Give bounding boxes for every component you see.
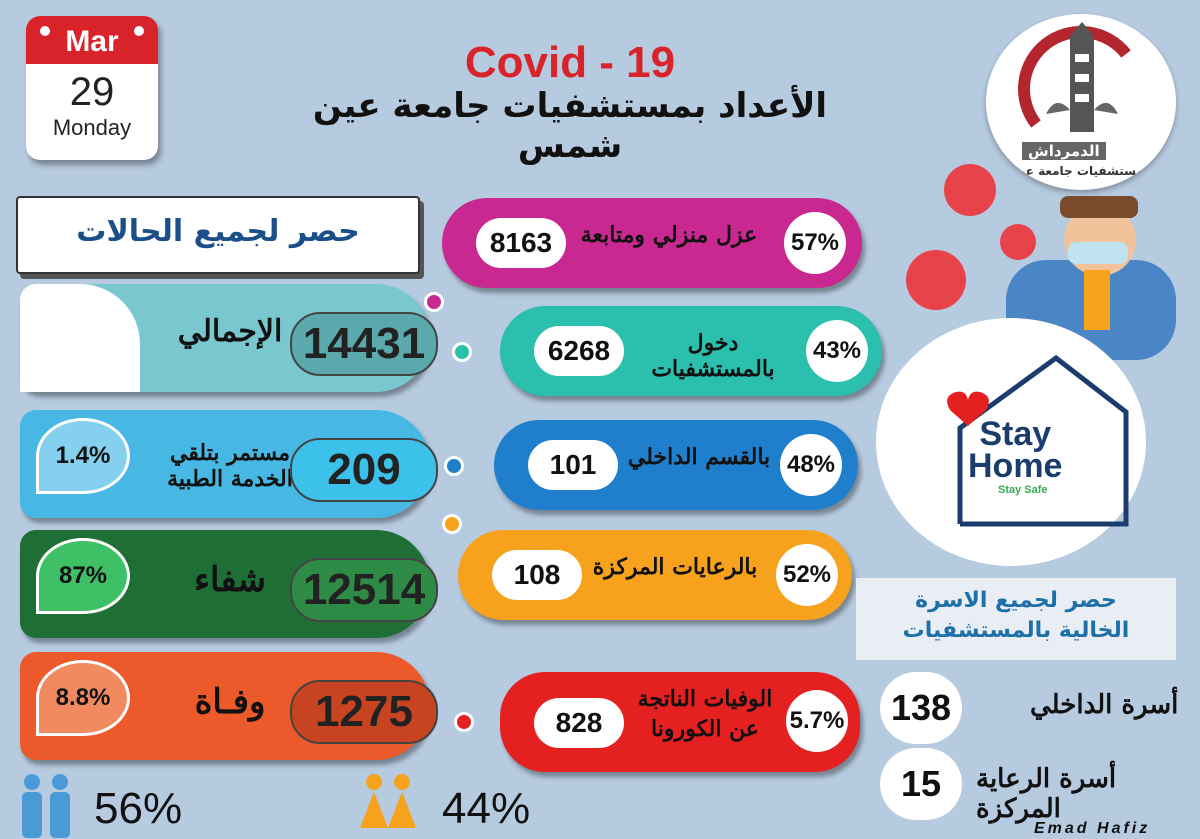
ongoing-value: 209: [290, 438, 438, 502]
virus-icon: [1000, 224, 1036, 260]
author-signature: Emad Hafiz: [1034, 820, 1151, 837]
stay-home-card: Stay Home Stay Safe: [876, 318, 1146, 566]
male-icon: [22, 774, 70, 838]
calendar: Mar 29 Monday: [26, 16, 158, 160]
female-icon: [360, 774, 416, 828]
deaths-pct: 8.8%: [36, 660, 130, 736]
deaths-value: 1275: [290, 680, 438, 744]
all-cases-label: حصر لجميع الحالات: [16, 196, 420, 274]
icu-label: بالرعايات المركزة: [592, 554, 758, 580]
calendar-weekday: Monday: [52, 115, 132, 140]
icu-beds-label: أسرة الرعاية المركزة: [976, 764, 1117, 824]
logo-subtext: مستشفيات جامعة عين شمس: [1010, 164, 1144, 190]
ongoing-pct: 1.4%: [36, 418, 130, 494]
covid-deaths-pill: 828 الوفيات الناتجة عن الكورونا 5.7%: [500, 672, 860, 772]
total-value: 14431: [290, 312, 438, 376]
connector-dot: [444, 456, 464, 476]
stay-safe-text: Stay Safe: [998, 484, 1048, 496]
home-isolation-pill: 8163 عزل منزلي ومتابعة 57%: [442, 198, 862, 288]
covid-deaths-count: 828: [534, 698, 624, 748]
ongoing-bar: 1.4% مستمر بتلقي الخدمة الطبية 209: [20, 410, 438, 518]
icu-beds-value: 15: [880, 748, 962, 820]
ring-icon: [134, 26, 144, 36]
page-title: Covid - 19: [464, 38, 676, 87]
total-bar: الإجمالي 14431: [20, 284, 438, 392]
ongoing-label: مستمر بتلقي الخدمة الطبية: [167, 440, 293, 492]
connector-dot: [454, 712, 474, 732]
family-beds-line1: حصر لجميع الاسرة: [915, 588, 1117, 613]
icu-count: 108: [492, 550, 582, 600]
virus-icon: [906, 250, 966, 310]
logo-emblem-icon: [1018, 22, 1131, 132]
stay-text: Stay: [979, 415, 1052, 453]
family-beds-header: حصر لجميع الاسرة الخالية بالمستشفيات: [856, 578, 1176, 660]
house-icon: [947, 354, 1129, 527]
covid-deaths-label: الوفيات الناتجة عن الكورونا: [637, 686, 773, 742]
home-isolation-count: 8163: [476, 218, 566, 268]
icu-pill: 108 بالرعايات المركزة 52%: [458, 530, 852, 620]
icu-pct: 52%: [776, 544, 838, 606]
internal-ward-pill: 101 بالقسم الداخلي 48%: [494, 420, 858, 510]
deaths-label: وفـاة: [194, 682, 266, 722]
internal-beds-label: أسرة الداخلي: [1030, 690, 1179, 720]
family-beds-line2: الخالية بالمستشفيات: [902, 618, 1130, 643]
ring-icon: [40, 26, 50, 36]
covid-deaths-pct: 5.7%: [786, 690, 848, 752]
connector-dot: [452, 342, 472, 362]
logo-text: الدمرداش: [1022, 142, 1106, 160]
male-percentage: 56%: [94, 784, 183, 833]
page-subtitle: الأعداد بمستشفيات جامعة عين شمس: [312, 86, 828, 166]
hospital-logo: الدمرداش مستشفيات جامعة عين شمس: [986, 14, 1176, 190]
hospital-admission-pct: 43%: [806, 320, 868, 382]
internal-ward-pct: 48%: [780, 434, 842, 496]
hospital-admission-count: 6268: [534, 326, 624, 376]
recovered-bar: 87% شفاء 12514: [20, 530, 438, 638]
internal-ward-count: 101: [528, 440, 618, 490]
home-text: Home: [968, 447, 1063, 485]
total-label: الإجمالي: [177, 314, 283, 349]
hospital-admission-label: دخول بالمستشفيات: [651, 330, 775, 382]
home-isolation-pct: 57%: [784, 212, 846, 274]
connector-dot: [424, 292, 444, 312]
female-percentage: 44%: [442, 784, 531, 833]
deaths-bar: 8.8% وفـاة 1275: [20, 652, 438, 760]
internal-beds-value: 138: [880, 672, 962, 744]
recovered-pct: 87%: [36, 538, 130, 614]
hospital-admission-pill: 6268 دخول بالمستشفيات 43%: [500, 306, 882, 396]
connector-dot: [442, 514, 462, 534]
home-isolation-label: عزل منزلي ومتابعة: [580, 222, 758, 248]
internal-ward-label: بالقسم الداخلي: [627, 444, 771, 470]
recovered-label: شفاء: [193, 560, 267, 600]
calendar-month: Mar: [26, 16, 158, 64]
recovered-value: 12514: [290, 558, 438, 622]
calendar-day: 29: [69, 70, 115, 114]
virus-icon: [944, 164, 996, 216]
